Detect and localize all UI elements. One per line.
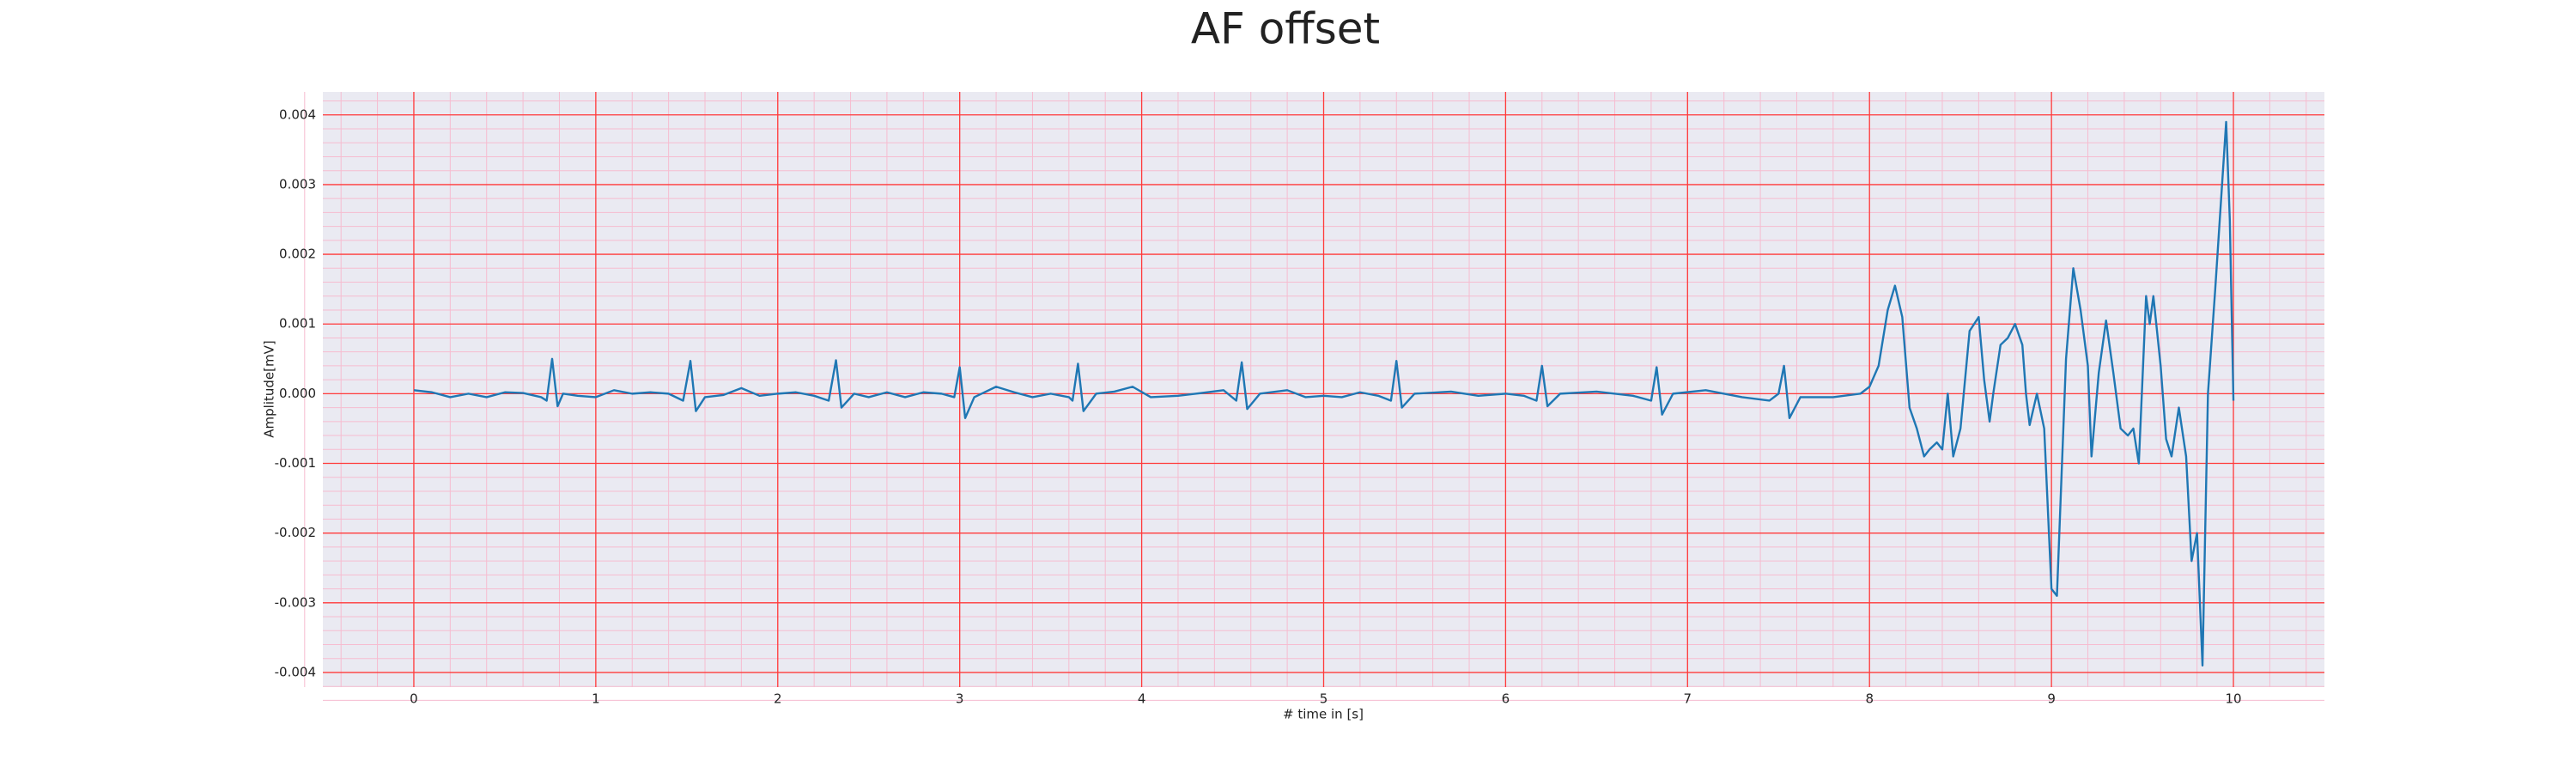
x-tick-label: 8	[1865, 691, 1874, 707]
x-tick-label: 9	[2047, 691, 2056, 707]
x-tick-label: 6	[1502, 691, 1510, 707]
y-axis-label: Amplitude[mV]	[262, 340, 277, 437]
y-tick-label: 0.001	[279, 316, 316, 332]
y-tick-label: -0.004	[275, 664, 316, 679]
x-tick-label: 4	[1138, 691, 1146, 707]
y-tick-label: 0.002	[279, 247, 316, 262]
chart-title: AF offset	[1191, 4, 1380, 54]
x-tick-label: 3	[956, 691, 964, 707]
x-tick-label: 1	[592, 691, 600, 707]
line-series	[413, 120, 2235, 667]
x-tick-label: 10	[2225, 691, 2241, 707]
y-tick-label: 0.004	[279, 107, 316, 122]
x-tick-label: 7	[1684, 691, 1692, 707]
x-axis-label: # time in [s]	[1283, 707, 1364, 722]
y-tick-label: 0.003	[279, 176, 316, 192]
x-tick-label: 5	[1320, 691, 1328, 707]
y-tick-label: -0.001	[275, 455, 316, 471]
y-tick-label: -0.003	[275, 594, 316, 610]
y-tick-label: 0.000	[279, 386, 316, 401]
x-tick-label: 2	[774, 691, 782, 707]
y-tick-label: -0.002	[275, 525, 316, 540]
x-tick-label: 0	[410, 691, 418, 707]
